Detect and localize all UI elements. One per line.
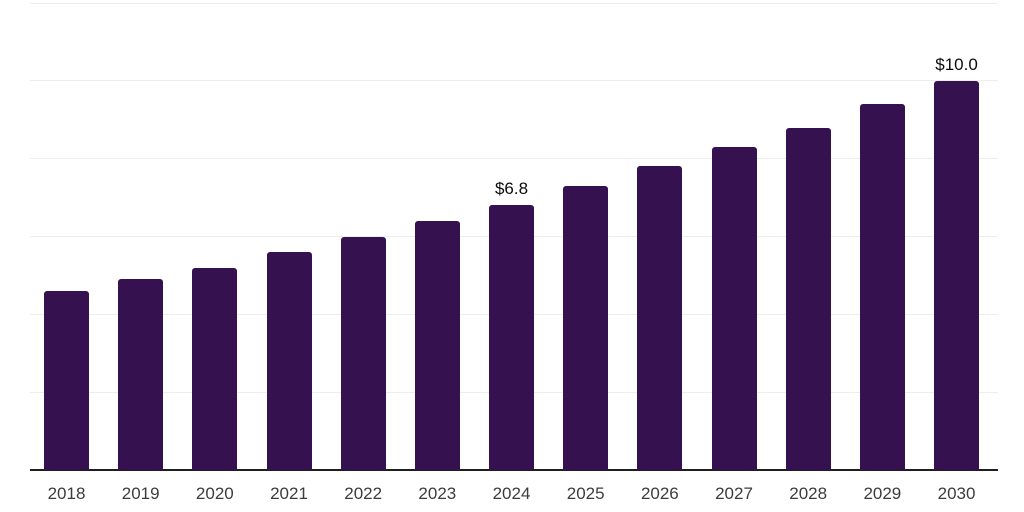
x-tick-label-2023: 2023 [418,484,457,503]
bar-2023 [414,220,460,470]
x-tick-label-2029: 2029 [863,484,902,503]
bar-2019 [118,279,164,470]
gridline [30,80,998,82]
bar-2021 [266,252,312,470]
x-tick-label-2030: 2030 [937,484,976,503]
x-tick-label-2020: 2020 [195,484,234,503]
x-axis-line [30,469,998,471]
x-tick-label-2021: 2021 [270,484,308,503]
x-tick-label-2024: 2024 [492,484,531,503]
bar-2024 [489,205,535,470]
x-tick-label-2022: 2022 [344,484,383,503]
bar-2018 [44,290,89,470]
x-tick-label-2027: 2027 [715,484,753,503]
bar-2022 [340,236,386,470]
x-tick-label-2025: 2025 [566,484,605,503]
bar-2028 [785,127,831,470]
value-label-2024: $6.8 [494,179,529,199]
bar-2030 [934,80,980,470]
x-tick-label-2028: 2028 [789,484,828,503]
bar-2029 [859,104,905,470]
x-tick-label-2026: 2026 [640,484,679,503]
bar-2027 [711,147,757,470]
x-tick-label-2019: 2019 [121,484,160,503]
value-label-2030: $10.0 [935,54,978,74]
gridline [30,158,998,160]
x-tick-label-2018: 2018 [47,484,86,503]
gridline [30,2,998,4]
bar-2026 [637,166,683,470]
plot-area: $6.8 $10.0 [30,2,998,471]
bar-2020 [192,267,238,470]
bar-2025 [563,185,609,470]
